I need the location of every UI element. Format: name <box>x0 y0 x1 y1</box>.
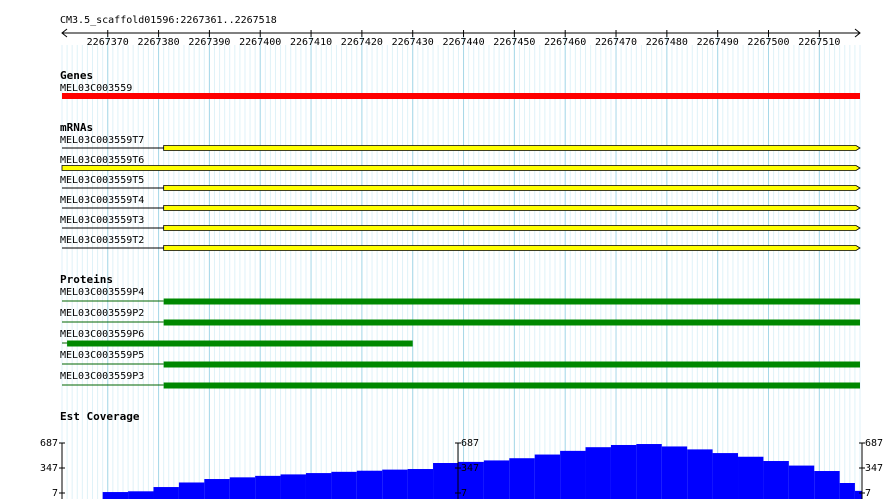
feature-label: MEL03C003559T5 <box>60 175 144 186</box>
protein-bar <box>163 319 860 326</box>
feature-label: MEL03C003559P2 <box>60 308 144 319</box>
feature-label: MEL03C003559T3 <box>60 215 144 226</box>
coverage-bar <box>483 460 510 499</box>
y-tick-label: 347 <box>865 463 883 474</box>
y-tick-label: 7 <box>865 488 871 499</box>
coverage-bar <box>356 470 383 499</box>
feature-label: MEL03C003559T6 <box>60 155 144 166</box>
title: CM3.5_scaffold01596:2267361..2267518 <box>60 15 277 26</box>
track-title: Proteins <box>60 273 113 286</box>
coverage-bar <box>280 474 306 499</box>
coverage-bar <box>229 477 256 499</box>
mrna-bar <box>163 245 861 251</box>
coverage-bar <box>763 461 789 499</box>
coverage-bar <box>204 479 230 499</box>
mrna-bar <box>163 145 861 151</box>
coverage-bar <box>661 446 688 499</box>
coverage-bar <box>814 471 840 499</box>
tick-label: 2267470 <box>595 37 637 48</box>
coverage-bar <box>509 458 535 499</box>
coverage-bar <box>382 469 408 499</box>
tick-label: 2267370 <box>87 37 129 48</box>
tick-label: 2267510 <box>798 37 840 48</box>
y-tick-label: 687 <box>865 438 883 449</box>
tick-label: 2267490 <box>697 37 739 48</box>
coverage-bar <box>128 491 154 499</box>
coverage-bar <box>854 490 863 499</box>
feature-label: MEL03C003559T4 <box>60 195 144 206</box>
tick-label: 2267380 <box>137 37 179 48</box>
feature-label: MEL03C003559P6 <box>60 329 144 340</box>
coverage-bar <box>534 454 561 499</box>
feature-label: MEL03C003559T7 <box>60 135 144 146</box>
gene-bar <box>62 93 860 99</box>
y-tick-label: 347 <box>40 463 58 474</box>
feature-label: MEL03C003559T2 <box>60 235 144 246</box>
coverage-bar <box>102 492 129 499</box>
protein-bar <box>163 298 860 305</box>
feature-label: MEL03C003559P3 <box>60 371 144 382</box>
protein-bar <box>67 340 413 347</box>
coverage-bar <box>585 447 611 499</box>
track-title: Est Coverage <box>60 410 140 423</box>
y-tick-label: 687 <box>461 438 479 449</box>
coverage-bar <box>560 450 586 499</box>
tick-label: 2267450 <box>493 37 535 48</box>
protein-bar <box>163 361 860 368</box>
y-tick-label: 7 <box>461 488 467 499</box>
coverage-bar <box>458 461 484 499</box>
y-tick-label: 347 <box>461 463 479 474</box>
coverage-bar <box>153 487 179 499</box>
coverage-bar <box>636 444 662 499</box>
coverage-bar <box>738 456 764 499</box>
coverage-bar <box>610 444 637 499</box>
tick-label: 2267480 <box>646 37 688 48</box>
mrna-bar <box>163 205 861 211</box>
tick-label: 2267460 <box>544 37 586 48</box>
y-tick-label: 7 <box>52 488 58 499</box>
tick-label: 2267430 <box>392 37 434 48</box>
ruler-arrow <box>61 28 861 38</box>
coverage-bar <box>305 473 332 499</box>
coverage-bar <box>687 449 713 499</box>
tick-label: 2267400 <box>239 37 281 48</box>
tick-label: 2267420 <box>341 37 383 48</box>
mrna-bar <box>61 165 861 171</box>
tick-label: 2267410 <box>290 37 332 48</box>
feature-label: MEL03C003559P5 <box>60 350 144 361</box>
coverage-bar <box>407 469 434 499</box>
feature-label: MEL03C003559 <box>60 83 132 94</box>
coverage-bar <box>255 475 281 499</box>
protein-bar <box>163 382 860 389</box>
coverage-bar <box>712 453 739 499</box>
tick-label: 2267440 <box>442 37 484 48</box>
coverage-bar <box>839 483 855 499</box>
coverage-bar <box>433 463 459 499</box>
mrna-bar <box>163 225 861 231</box>
y-tick-label: 687 <box>40 438 58 449</box>
tick-label: 2267390 <box>188 37 230 48</box>
track-title: mRNAs <box>60 121 93 134</box>
track-title: Genes <box>60 69 93 82</box>
mrna-bar <box>163 185 861 191</box>
coverage-bar <box>178 482 205 499</box>
coverage-bar <box>331 471 357 499</box>
coverage-bar <box>788 465 815 499</box>
tick-label: 2267500 <box>747 37 789 48</box>
feature-label: MEL03C003559P4 <box>60 287 144 298</box>
